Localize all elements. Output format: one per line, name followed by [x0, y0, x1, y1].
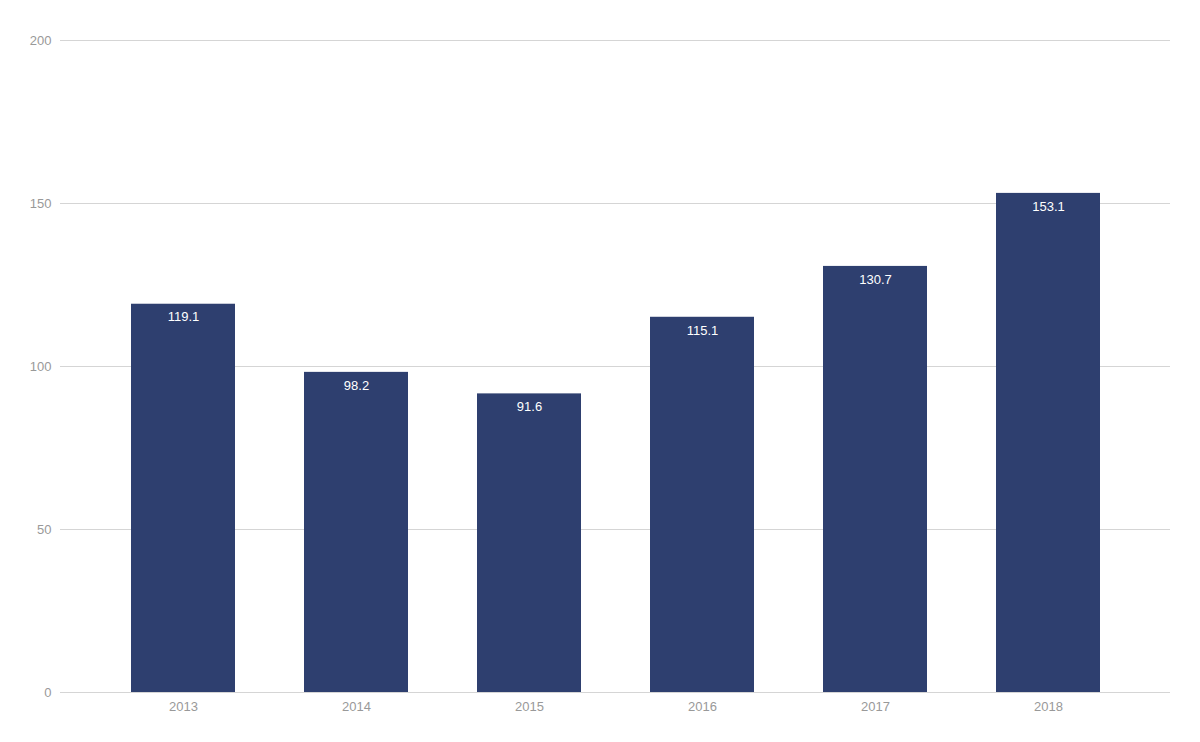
svg-text:2018: 2018 [1034, 699, 1063, 714]
svg-text:2014: 2014 [342, 699, 371, 714]
svg-text:100: 100 [30, 359, 52, 374]
svg-text:2015: 2015 [515, 699, 544, 714]
svg-text:2013: 2013 [169, 699, 198, 714]
svg-text:150: 150 [30, 196, 52, 211]
svg-text:2016: 2016 [688, 699, 717, 714]
svg-text:91.6: 91.6 [517, 399, 542, 414]
svg-text:200: 200 [30, 33, 52, 48]
svg-text:130.7: 130.7 [859, 272, 892, 287]
svg-text:2017: 2017 [861, 699, 890, 714]
svg-text:115.1: 115.1 [687, 323, 719, 338]
svg-text:98.2: 98.2 [344, 378, 369, 393]
svg-text:153.1: 153.1 [1032, 199, 1065, 214]
svg-text:0: 0 [44, 685, 51, 700]
svg-text:119.1: 119.1 [168, 309, 200, 324]
svg-text:50: 50 [37, 522, 51, 537]
